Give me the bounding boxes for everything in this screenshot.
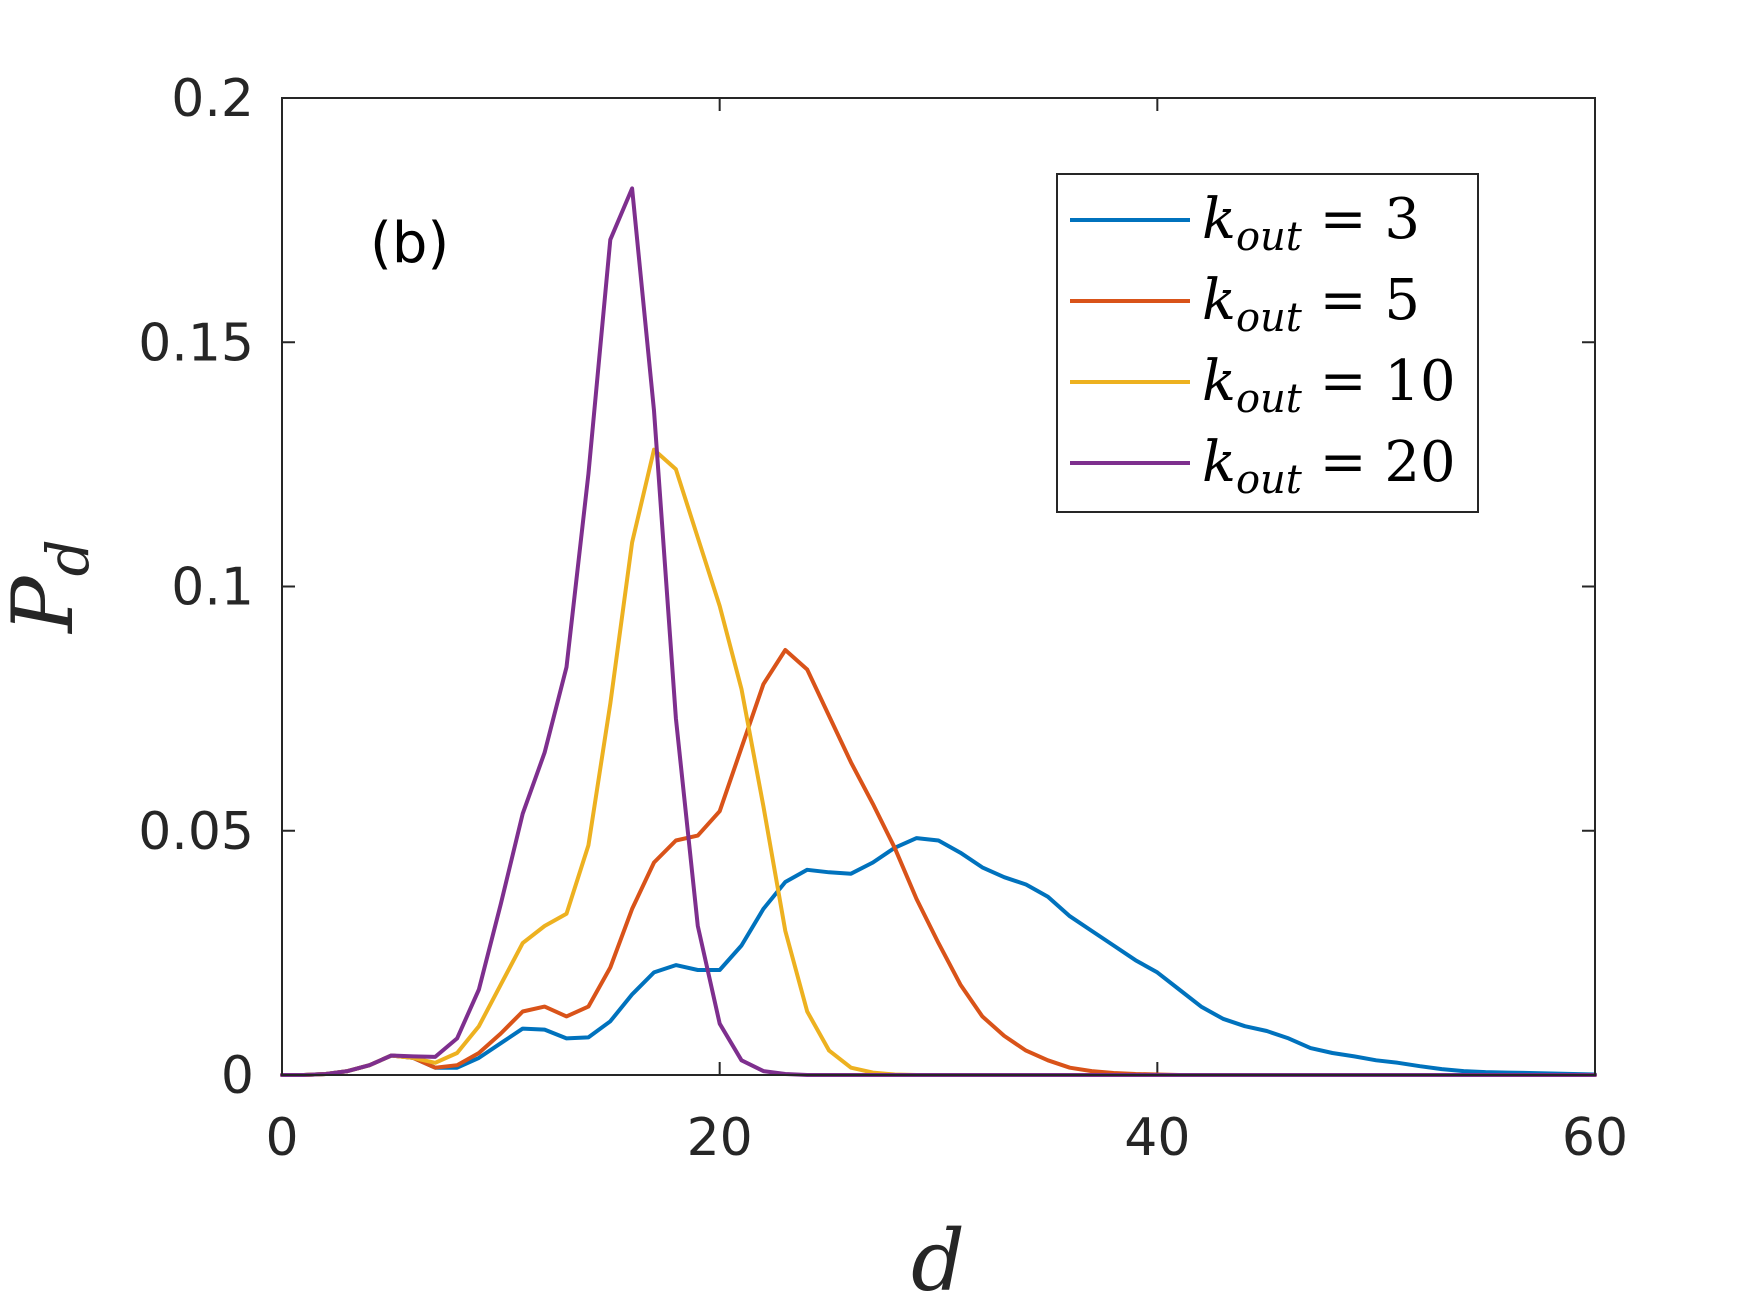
y-tick-label: 0.15 <box>138 313 254 373</box>
legend-rest: = 5 <box>1302 268 1420 333</box>
y-axis-label-sub: d <box>34 539 102 576</box>
y-tick-label: 0 <box>221 1046 254 1106</box>
svg-text:Pd: Pd <box>0 539 102 635</box>
x-tick-label: 40 <box>1124 1108 1190 1168</box>
legend-sub: out <box>1236 214 1303 260</box>
legend-sub: out <box>1236 376 1303 422</box>
legend-var: k <box>1202 187 1236 252</box>
legend-label-4: kout = 20 <box>1202 430 1456 503</box>
x-tick-labels: 0 20 40 60 <box>265 1108 1628 1168</box>
x-axis-label: d <box>911 1212 965 1310</box>
legend-box <box>1056 173 1479 513</box>
plot-frame <box>281 97 1596 1076</box>
series-line-1 <box>280 836 1597 1077</box>
legend-rest: = 10 <box>1302 349 1456 414</box>
legend-rest: = 20 <box>1302 430 1456 495</box>
y-axis-label-main: P <box>0 575 92 635</box>
legend-label-3: kout = 10 <box>1202 349 1456 422</box>
x-tick-label: 60 <box>1562 1108 1628 1168</box>
y-axis-label: Pd <box>0 539 102 635</box>
legend-var: k <box>1202 430 1236 495</box>
legend-sub: out <box>1236 295 1303 341</box>
legend-label-2: kout = 5 <box>1202 268 1420 341</box>
y-tick-labels: 0 0.05 0.1 0.15 0.2 <box>138 69 254 1106</box>
panel-label: (b) <box>370 211 449 276</box>
legend-label-1: kout = 3 <box>1202 187 1420 260</box>
legend-sub: out <box>1236 457 1303 503</box>
legend-var: k <box>1202 268 1236 333</box>
x-tick-label: 20 <box>687 1108 753 1168</box>
y-tick-label: 0.05 <box>138 802 254 862</box>
legend-var: k <box>1202 349 1236 414</box>
x-tick-label: 0 <box>265 1108 298 1168</box>
legend-rest: = 3 <box>1302 187 1420 252</box>
y-tick-label: 0.1 <box>171 558 254 618</box>
y-tick-label: 0.2 <box>171 69 254 129</box>
